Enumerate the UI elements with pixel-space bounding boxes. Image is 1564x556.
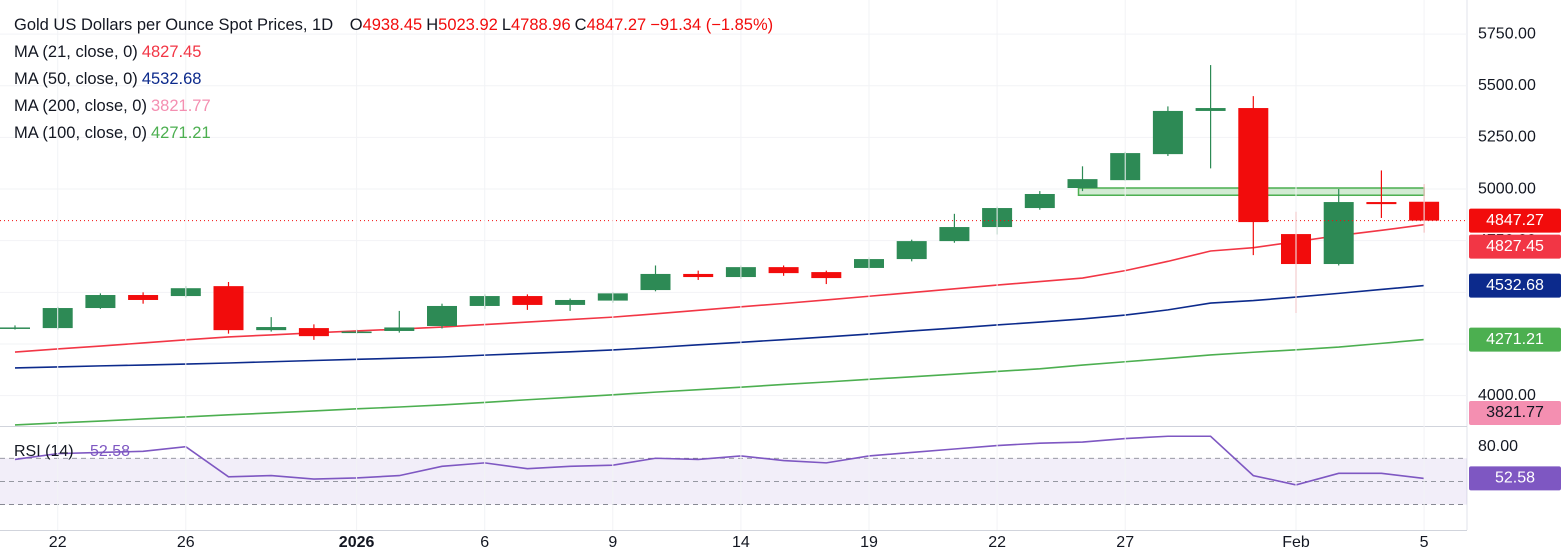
rsi-tag-label: 52.58	[1495, 470, 1535, 487]
legend-entry: MA (50, close, 0) 4532.68	[14, 66, 777, 93]
legend-entry: MA (100, close, 0) 4271.21	[14, 120, 777, 147]
rsi-value: 52.58	[90, 443, 130, 460]
ohlc-value: 4938.45	[362, 16, 423, 34]
price-tag	[1469, 327, 1561, 352]
candle-body	[811, 272, 842, 279]
legend-value: 4827.45	[141, 43, 202, 61]
candle-body	[427, 305, 457, 327]
price-change: −91.34 (−1.85%)	[650, 16, 774, 34]
candle-body	[0, 327, 30, 329]
candle-body	[85, 295, 116, 309]
title: Gold US Dollars per Ounce Spot Prices, 1…	[14, 16, 334, 34]
ohlc-value: 5023.92	[438, 16, 498, 34]
ohlc-value: 4847.27	[586, 16, 647, 34]
candle-body	[1195, 108, 1226, 111]
ohlc-letter: C	[574, 16, 587, 34]
legend-name: MA (50, close, 0)	[14, 70, 138, 88]
legend-name: MA (100, close, 0)	[14, 124, 147, 142]
rsi-pane	[0, 435, 1467, 505]
candle-body	[1238, 108, 1269, 223]
x-tick-label: Feb	[1282, 534, 1310, 551]
rsi-line	[14, 435, 1425, 486]
y-tick-label: 4000.00	[1478, 387, 1536, 404]
x-tick-label: 6	[480, 534, 489, 551]
candle-body	[512, 296, 543, 305]
x-tick-label: 14	[732, 534, 750, 551]
moving-average-line	[14, 338, 1425, 426]
y-tick-label: 5000.00	[1478, 180, 1536, 197]
rsi-tick-label: 80.00	[1478, 438, 1518, 455]
x-tick-label: 22	[49, 534, 67, 551]
x-tick-label: 19	[860, 534, 878, 551]
candle-body	[768, 267, 799, 274]
moving-average-line	[14, 284, 1425, 369]
y-tick-label: 5750.00	[1478, 25, 1536, 42]
legend-value: 3821.77	[150, 97, 211, 115]
candle-body	[384, 327, 415, 331]
moving-average-line	[14, 223, 1425, 353]
rsi-name: RSI (14)	[14, 443, 74, 460]
price-pane	[0, 33, 1467, 426]
ohlc-letter: O	[349, 16, 363, 34]
legend-value: 4271.21	[150, 124, 211, 142]
legend: Gold US Dollars per Ounce Spot Prices, 1…	[14, 12, 777, 147]
candle-body	[298, 328, 329, 337]
price-tag	[1469, 273, 1561, 298]
candle-body	[128, 295, 159, 300]
ohlc-value: 4788.96	[511, 16, 571, 34]
x-tick-label: 2026	[339, 534, 375, 551]
legend-value: 4532.68	[141, 70, 202, 88]
legend-name: MA (21, close, 0)	[14, 43, 138, 61]
ohlc-letter: L	[501, 16, 511, 34]
candle-body	[939, 227, 970, 242]
x-tick-label: 5	[1420, 534, 1429, 551]
ohlc-letter: H	[426, 16, 439, 34]
candle-body	[1024, 193, 1055, 209]
candle-body	[1323, 202, 1354, 265]
x-tick-label: 27	[1116, 534, 1134, 551]
candle-body	[213, 286, 244, 331]
x-tick-label: 26	[177, 534, 195, 551]
legend-entry: MA (21, close, 0) 4827.45	[14, 39, 777, 66]
price-tag-label: 4271.21	[1486, 331, 1544, 348]
candle-body	[1152, 110, 1183, 155]
x-tick-label: 22	[988, 534, 1006, 551]
price-tag-label: 4532.68	[1486, 277, 1544, 294]
candle-body	[683, 273, 714, 278]
legend-name: MA (200, close, 0)	[14, 97, 147, 115]
candle-body	[1366, 202, 1397, 205]
candle-body	[1067, 179, 1098, 189]
price-tag-label: 4847.27	[1486, 212, 1544, 229]
header: Gold US Dollars per Ounce Spot Prices, 1…	[14, 12, 777, 39]
candle-body	[256, 327, 287, 331]
rsi-tag	[1469, 466, 1561, 491]
candle-body	[896, 241, 927, 260]
legend-entry: MA (200, close, 0) 3821.77	[14, 93, 777, 120]
candle-body	[555, 299, 586, 305]
y-tick-label: 5250.00	[1478, 129, 1536, 146]
candle-body	[640, 273, 671, 291]
price-tag	[1469, 234, 1561, 259]
price-tag-label: 3821.77	[1486, 404, 1544, 421]
price-tag	[1469, 401, 1561, 425]
price-tag-label: 4827.45	[1486, 238, 1544, 255]
x-tick-label: 9	[608, 534, 617, 551]
price-tag	[1469, 208, 1561, 233]
y-tick-label: 5500.00	[1478, 77, 1536, 94]
